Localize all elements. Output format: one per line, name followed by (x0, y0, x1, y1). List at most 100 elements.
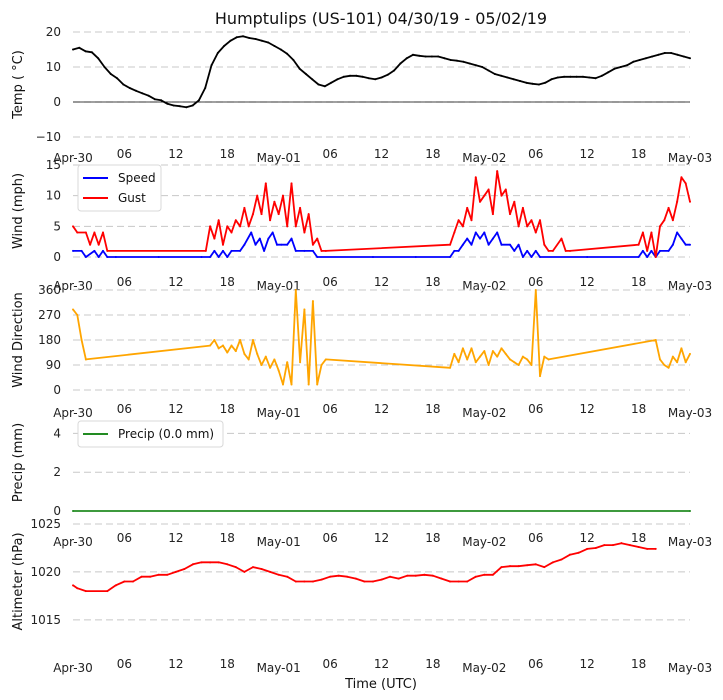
data-point (230, 231, 233, 234)
data-point (101, 231, 104, 234)
data-point (380, 578, 383, 581)
data-point (637, 243, 640, 246)
data-point (234, 219, 237, 222)
data-point (431, 574, 434, 577)
x-tick-label: May-02 (462, 535, 506, 549)
data-point (644, 57, 647, 60)
data-point (474, 231, 477, 234)
data-point (543, 243, 546, 246)
data-point (526, 358, 529, 361)
x-tick-label: 18 (425, 531, 440, 545)
data-point (513, 361, 516, 364)
data-point (547, 249, 550, 252)
data-point (317, 83, 320, 86)
data-point (185, 106, 188, 109)
data-point (530, 219, 533, 222)
data-point (286, 52, 289, 55)
data-point (131, 580, 134, 583)
data-point (676, 231, 679, 234)
legend-label: Gust (118, 191, 146, 205)
data-point (367, 77, 370, 80)
data-point (406, 574, 409, 577)
data-point (342, 75, 345, 78)
data-point (468, 62, 471, 65)
data-point (316, 256, 319, 258)
series-line-direction (72, 289, 691, 386)
data-point (336, 78, 339, 81)
x-tick-label: 12 (374, 147, 389, 161)
data-point (575, 75, 578, 78)
data-point (487, 188, 490, 191)
data-point (638, 59, 641, 61)
x-tick-label: 06 (117, 402, 132, 416)
data-point (526, 564, 529, 567)
data-point (316, 237, 319, 240)
x-tick-label: May-03 (668, 151, 712, 165)
data-point (76, 314, 79, 316)
data-point (281, 194, 284, 197)
data-point (530, 364, 533, 366)
data-point (76, 231, 79, 234)
data-point (223, 45, 226, 47)
data-point (256, 352, 259, 355)
data-point (80, 249, 83, 252)
data-point (256, 194, 259, 197)
data-point (260, 39, 263, 42)
data-point (500, 566, 503, 569)
y-tick-label: 4 (53, 426, 61, 440)
data-point (619, 66, 622, 68)
data-point (248, 36, 251, 39)
data-point (277, 213, 280, 216)
x-tick-label: May-01 (257, 406, 301, 420)
data-point (380, 76, 383, 79)
data-point (521, 256, 524, 258)
x-tick-label: 12 (580, 275, 595, 289)
data-point (134, 89, 137, 92)
data-point (250, 231, 253, 234)
x-tick-label: 18 (425, 275, 440, 289)
data-point (84, 256, 87, 258)
y-tick-label: 15 (46, 158, 61, 172)
data-point (330, 81, 333, 84)
data-point (264, 355, 267, 358)
data-point (210, 64, 213, 67)
x-tick-label: 12 (168, 531, 183, 545)
data-point (537, 83, 540, 86)
data-point (659, 249, 662, 252)
data-point (547, 358, 550, 361)
x-tick-label: May-01 (257, 535, 301, 549)
data-point (277, 369, 280, 372)
x-tick-label: 06 (528, 657, 543, 671)
data-point (481, 66, 484, 68)
data-point (651, 55, 654, 58)
x-tick-label: May-02 (462, 661, 506, 675)
data-point (254, 243, 257, 246)
y-tick-label: 10 (46, 189, 61, 203)
data-point (290, 237, 293, 240)
data-point (197, 99, 200, 102)
data-point (414, 256, 417, 258)
x-tick-label: May-01 (257, 151, 301, 165)
data-point (491, 213, 494, 216)
data-point (294, 249, 297, 252)
data-point (299, 206, 302, 209)
data-point (563, 75, 566, 78)
data-point (551, 561, 554, 564)
data-point (689, 243, 691, 246)
data-point (500, 347, 503, 350)
data-point (157, 573, 160, 576)
data-point (267, 41, 270, 44)
data-point (80, 339, 83, 341)
data-point (230, 249, 233, 252)
data-point (243, 352, 246, 355)
data-point (346, 575, 349, 578)
data-point (483, 194, 486, 197)
data-point (200, 256, 203, 258)
data-point (229, 39, 232, 42)
data-point (650, 249, 653, 252)
data-point (329, 575, 332, 578)
data-point (179, 105, 182, 108)
x-tick-label: 18 (425, 402, 440, 416)
data-point (294, 289, 297, 291)
